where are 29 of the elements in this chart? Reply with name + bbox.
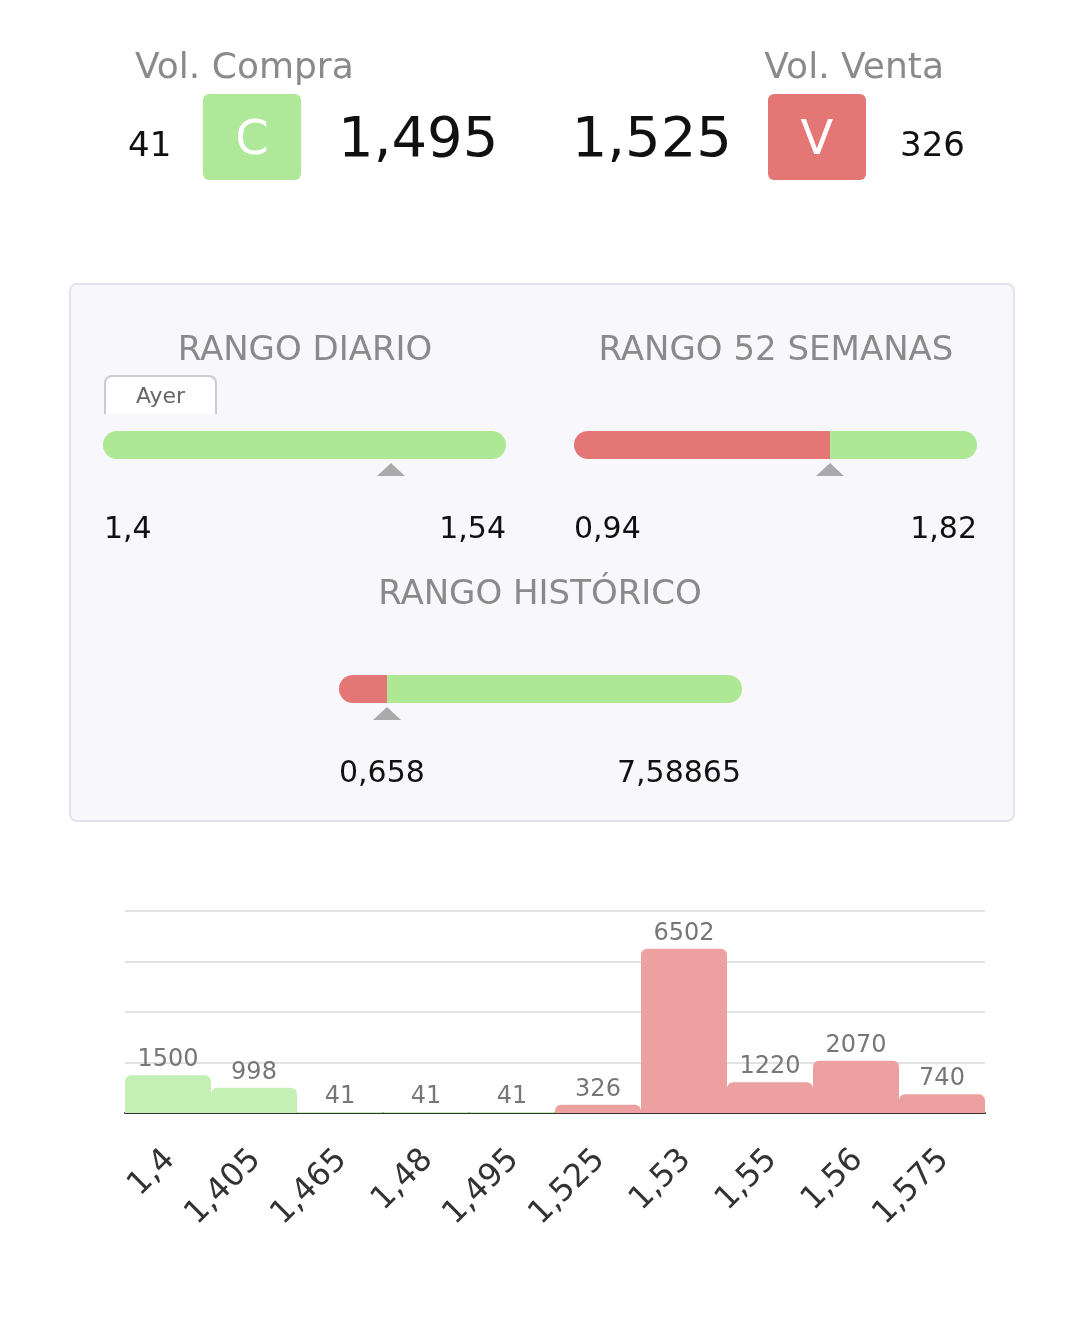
- text: 1,525: [571, 104, 732, 169]
- data-label: 2070: [825, 1029, 887, 1058]
- data-label: 740: [919, 1063, 965, 1092]
- data-label: 6502: [653, 917, 715, 946]
- data-label: 41: [496, 1080, 528, 1109]
- text: Vol. Compra: [135, 45, 354, 86]
- text: Ayer: [104, 375, 218, 414]
- text: 41: [128, 124, 172, 164]
- text: 1,82: [910, 510, 977, 545]
- text: 1,4: [104, 510, 152, 545]
- data-label: 1500: [137, 1044, 199, 1073]
- text: RANGO 52 SEMANAS: [598, 328, 954, 368]
- text: 326: [900, 124, 965, 164]
- text: 1,54: [439, 510, 506, 545]
- text: RANGO HISTÓRICO: [378, 572, 702, 612]
- data-label: 998: [231, 1056, 277, 1085]
- text: Vol. Venta: [764, 45, 944, 86]
- text: 1,495: [338, 104, 499, 169]
- text: 0,658: [339, 754, 425, 789]
- text: RANGO DIARIO: [177, 328, 433, 368]
- text: C: [203, 94, 301, 180]
- data-label: 41: [410, 1080, 442, 1109]
- x-tick-label: 1,4: [118, 1139, 182, 1203]
- text: 0,94: [574, 510, 641, 545]
- data-label: 1220: [739, 1051, 801, 1080]
- data-label: 326: [575, 1073, 621, 1102]
- data-label: 41: [324, 1080, 356, 1109]
- text: 7,58865: [616, 754, 741, 789]
- text: V: [768, 94, 866, 180]
